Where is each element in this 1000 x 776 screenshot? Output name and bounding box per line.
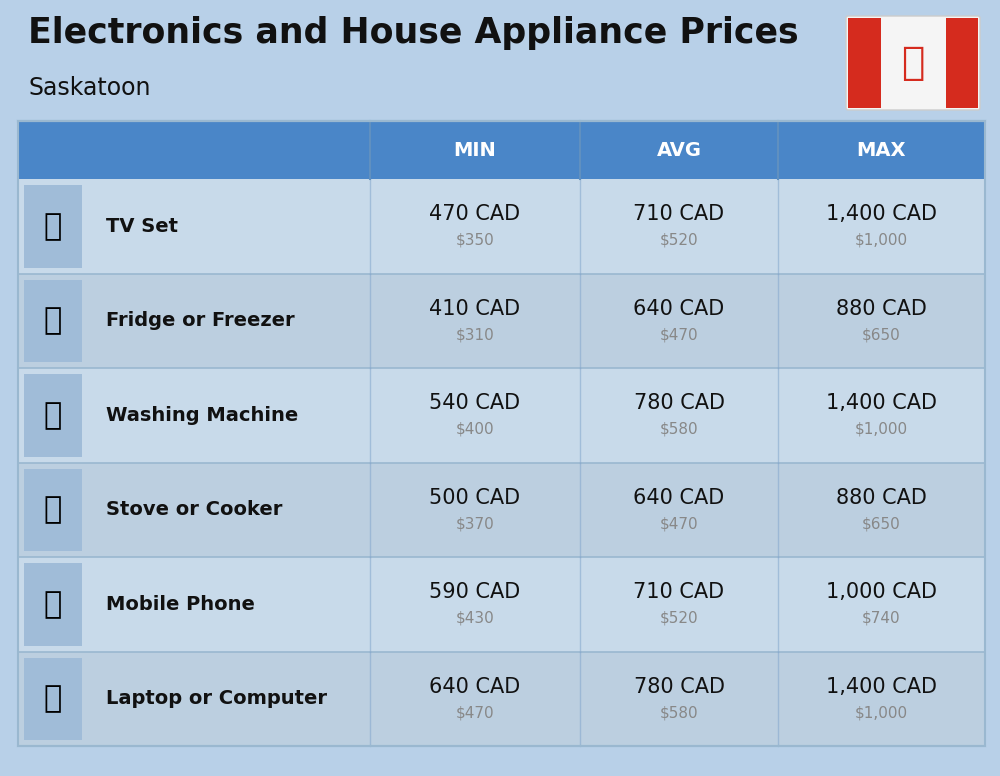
Bar (18, 121, 985, 746)
Text: 880 CAD: 880 CAD (836, 299, 927, 319)
Bar (18, 273, 985, 368)
Text: 640 CAD: 640 CAD (633, 488, 725, 508)
Text: $1,000: $1,000 (855, 421, 908, 437)
Text: $580: $580 (660, 421, 698, 437)
Text: MIN: MIN (454, 140, 496, 160)
Text: 1,000 CAD: 1,000 CAD (826, 582, 937, 602)
Text: $740: $740 (862, 611, 901, 625)
Text: $430: $430 (456, 611, 494, 625)
Text: 640 CAD: 640 CAD (633, 299, 725, 319)
Text: 🧊: 🧊 (44, 307, 62, 335)
Bar (18, 557, 985, 652)
Text: $310: $310 (456, 327, 494, 342)
Text: 590 CAD: 590 CAD (429, 582, 521, 602)
Text: TV Set: TV Set (106, 217, 178, 236)
Text: 📱: 📱 (44, 590, 62, 618)
Bar (24, 657, 82, 740)
Bar (18, 179, 985, 273)
Text: 🌀: 🌀 (44, 400, 62, 430)
Text: 📺: 📺 (44, 212, 62, 241)
Text: $520: $520 (660, 611, 698, 625)
FancyBboxPatch shape (846, 16, 980, 110)
Bar (24, 279, 82, 362)
Text: 780 CAD: 780 CAD (634, 677, 724, 697)
Text: 710 CAD: 710 CAD (633, 582, 725, 602)
Bar (18, 121, 985, 179)
Text: 💻: 💻 (44, 684, 62, 713)
Text: Electronics and House Appliance Prices: Electronics and House Appliance Prices (28, 16, 799, 50)
Text: 1,400 CAD: 1,400 CAD (826, 393, 937, 414)
Text: 🍁: 🍁 (901, 44, 925, 82)
Text: 🍳: 🍳 (44, 495, 62, 525)
Bar (24, 374, 82, 456)
Bar (18, 652, 985, 746)
Text: Stove or Cooker: Stove or Cooker (106, 501, 282, 519)
Text: $650: $650 (862, 327, 901, 342)
Bar (18, 462, 985, 557)
Text: MAX: MAX (857, 140, 906, 160)
Text: 500 CAD: 500 CAD (429, 488, 521, 508)
Text: $520: $520 (660, 233, 698, 248)
Text: 780 CAD: 780 CAD (634, 393, 724, 414)
Text: Saskatoon: Saskatoon (28, 76, 150, 100)
Text: Mobile Phone: Mobile Phone (106, 594, 255, 614)
Text: 710 CAD: 710 CAD (633, 204, 725, 224)
Bar (24, 185, 82, 268)
Bar (24, 469, 82, 551)
Bar (24, 563, 82, 646)
Text: $650: $650 (862, 516, 901, 532)
Text: AVG: AVG (656, 140, 702, 160)
Text: $400: $400 (456, 421, 494, 437)
Text: 410 CAD: 410 CAD (429, 299, 521, 319)
Text: $470: $470 (660, 327, 698, 342)
Text: $580: $580 (660, 705, 698, 720)
Text: $370: $370 (456, 516, 494, 532)
Text: 1,400 CAD: 1,400 CAD (826, 204, 937, 224)
Text: 540 CAD: 540 CAD (429, 393, 521, 414)
Text: Washing Machine: Washing Machine (106, 406, 298, 424)
Text: $470: $470 (456, 705, 494, 720)
Bar (946, 18, 978, 108)
Text: $1,000: $1,000 (855, 233, 908, 248)
Text: $1,000: $1,000 (855, 705, 908, 720)
Bar (18, 368, 985, 462)
Text: 880 CAD: 880 CAD (836, 488, 927, 508)
Text: $350: $350 (456, 233, 494, 248)
Text: 1,400 CAD: 1,400 CAD (826, 677, 937, 697)
Text: 640 CAD: 640 CAD (429, 677, 521, 697)
Text: Laptop or Computer: Laptop or Computer (106, 689, 327, 708)
Text: $470: $470 (660, 516, 698, 532)
Bar (848, 18, 881, 108)
Text: 470 CAD: 470 CAD (429, 204, 521, 224)
Text: Fridge or Freezer: Fridge or Freezer (106, 311, 295, 331)
